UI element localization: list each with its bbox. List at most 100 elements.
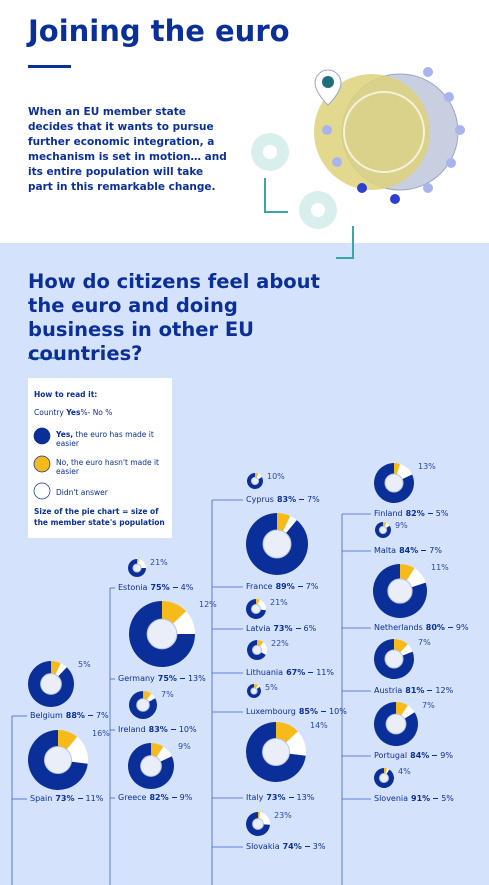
coin [378,525,388,535]
dash [288,797,294,798]
intro: When an EU member state decides that it … [28,106,227,193]
country-label: Latvia 73% 6% [246,624,316,634]
dash [295,628,301,629]
country-name: Malta [374,546,397,555]
no-label: 11% [316,668,334,677]
section-rule [28,357,64,359]
country-label: Malta 84% 7% [374,546,442,556]
country-label: Greece 82% 9% [118,793,192,803]
country-name: Ireland [118,725,146,734]
coin [132,563,142,573]
pie-unanswered [257,642,268,655]
legend-note: Size of the pie chart = size of the memb… [34,507,165,527]
yes-label: 74% [282,842,302,851]
section-title: How do citizens feel about the euro and … [28,270,320,365]
coin [262,529,292,559]
no-label: 7% [307,495,320,504]
dash [308,672,314,673]
no-label: 10% [178,725,197,734]
yes-label: 73% [55,794,75,803]
yes-label: 73% [273,624,293,633]
country-label: France 89% 7% [246,582,318,592]
unanswered-label: 14% [310,721,328,730]
dash [179,678,185,679]
text: Yes, [56,430,74,439]
coin [385,713,407,735]
text: Yes [66,408,81,417]
no-label: 13% [187,674,206,683]
text: the euro has made it easier [56,430,154,448]
text: %- No % [80,408,113,417]
dash [87,715,93,716]
unanswered-label: 23% [274,811,292,820]
yes-label: 89% [275,582,295,591]
unanswered-label: 10% [267,472,285,481]
yes-label: 85% [298,707,319,716]
country-label: Estonia 75% 4% [118,583,193,593]
country-name: Greece [118,793,147,802]
unanswered-label: 21% [150,558,168,567]
no-label: 7% [429,546,442,555]
no-label: 11% [85,794,104,803]
dash [297,586,303,587]
yes-label: 75% [157,674,177,683]
country-name: Germany [118,674,155,683]
country-name: Spain [30,794,53,803]
coin [251,604,261,614]
country-name: Netherlands [374,623,423,632]
dash [170,729,176,730]
unanswered-label: 12% [199,600,217,609]
coin [252,645,262,655]
yes-label: 82% [149,793,169,802]
coin [250,687,258,695]
yes-label: 84% [410,751,430,760]
unanswered-label: 4% [398,767,411,776]
no-label: 4% [180,583,194,592]
unanswered-label: 5% [265,683,278,692]
country-label: Spain 73% 11% [30,794,103,804]
coin [250,476,260,486]
dash [421,550,427,551]
country-label: Portugal 84% 9% [374,751,453,761]
unanswered-label: 11% [431,563,449,572]
coin [262,738,290,766]
no-label: 9% [440,751,453,760]
country-name: Belgium [30,711,63,720]
coin [140,755,162,777]
country-name: Lithuania [246,668,284,677]
coin [146,618,178,650]
unanswered-label: 7% [422,701,435,710]
country-label: Italy 73% 13% [246,793,314,803]
legend-item: No, the euro hasn't made it easier [56,458,160,476]
country-label: Lithuania 67% 11% [246,668,334,678]
country-name: Cyprus [246,495,274,504]
dash [171,797,177,798]
legend-heading: How to read it: [34,390,98,399]
yes-label: 84% [399,546,419,555]
yes-label: 73% [266,793,286,802]
country-name: Italy [246,793,264,802]
legend-item: Didn't answer [56,488,108,497]
coin [40,673,62,695]
country-name: Estonia [118,583,148,592]
country-name: Finland [374,509,403,518]
coin [252,818,264,830]
arrow [336,226,354,259]
unanswered-label: 5% [78,660,91,669]
country-label: Cyprus 83% 7% [246,495,320,505]
country-name: Austria [374,686,403,695]
legend: How to read it: Country Yes%- No % Yes, … [28,378,172,538]
unanswered-label: 7% [418,638,431,647]
coin [136,698,150,712]
country-name: France [246,582,273,591]
dash [432,755,438,756]
unanswered-label: 21% [270,598,288,607]
yes-label: 82% [405,509,425,518]
no-label: 7% [305,582,319,591]
country-label: Austria 81% 12% [374,686,453,696]
country-name: Slovakia [246,842,280,851]
legend-swatch [33,455,51,473]
yes-label: 80% [425,623,445,632]
